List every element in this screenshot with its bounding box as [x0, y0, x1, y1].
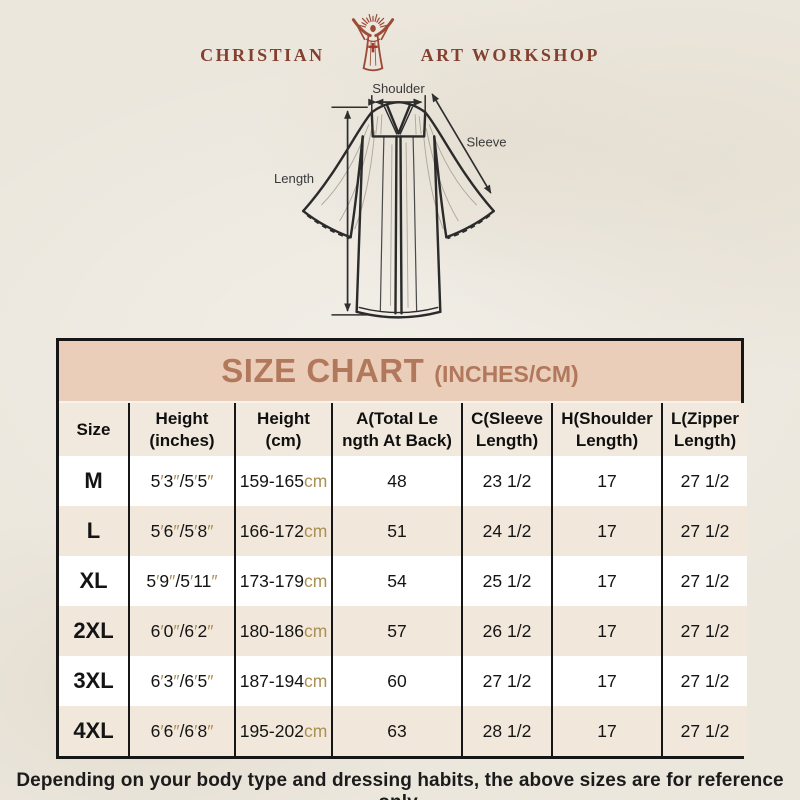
cell-shoulder-length: 17 [551, 606, 662, 656]
cell-size: L [59, 506, 129, 556]
table-row: L 5′6″/5′8″ 166-172cm 51 24 1/2 17 27 1/… [59, 506, 747, 556]
cell-zipper-length: 27 1/2 [661, 656, 747, 706]
brand-logo: CHRISTIAN [0, 0, 800, 78]
cell-shoulder-length: 17 [551, 506, 662, 556]
diagram-label-shoulder: Shoulder [372, 81, 425, 96]
footer-note: Depending on your body type and dressing… [16, 770, 784, 800]
cell-height-cm: 180-186cm [234, 606, 332, 656]
cell-back-length: 63 [331, 706, 462, 756]
cell-zipper-length: 27 1/2 [661, 506, 747, 556]
cell-size: 3XL [59, 656, 129, 706]
cell-height-cm: 159-165cm [234, 456, 332, 506]
cell-height-cm: 173-179cm [234, 556, 332, 606]
column-header-back-length: A(Total Le ngth At Back) [331, 403, 462, 456]
cell-height-inches: 5′6″/5′8″ [128, 506, 235, 556]
cell-back-length: 57 [331, 606, 462, 656]
size-chart-subtitle: (INCHES/CM) [434, 360, 579, 387]
diagram-label-sleeve: Sleeve [467, 135, 507, 150]
cell-shoulder-length: 17 [551, 656, 662, 706]
table-row: 3XL 6′3″/6′5″ 187-194cm 60 27 1/2 17 27 … [59, 656, 747, 706]
size-chart-header-band: SIZE CHART (INCHES/CM) [59, 341, 741, 403]
size-table: Size Height (inches) Height (cm) A(Total… [59, 403, 747, 756]
cell-sleeve-length: 23 1/2 [461, 456, 552, 506]
cell-sleeve-length: 24 1/2 [461, 506, 552, 556]
cell-height-cm: 187-194cm [234, 656, 332, 706]
cell-height-inches: 6′0″/6′2″ [128, 606, 235, 656]
cell-height-inches: 5′9″/5′11″ [128, 556, 235, 606]
cell-size: M [59, 456, 129, 506]
column-header-zipper: L(Zipper Length) [661, 403, 747, 456]
column-header-sleeve: C(Sleeve Length) [461, 403, 552, 456]
cell-zipper-length: 27 1/2 [661, 606, 747, 656]
cell-shoulder-length: 17 [551, 456, 662, 506]
column-header-height-in: Height (inches) [128, 403, 235, 456]
cell-sleeve-length: 26 1/2 [461, 606, 552, 656]
table-row: XL 5′9″/5′11″ 173-179cm 54 25 1/2 17 27 … [59, 556, 747, 606]
size-chart: SIZE CHART (INCHES/CM) Size Height (inch… [56, 338, 747, 759]
cell-back-length: 51 [331, 506, 462, 556]
jesus-rays-icon [351, 13, 394, 72]
cell-zipper-length: 27 1/2 [661, 456, 747, 506]
table-row: 2XL 6′0″/6′2″ 180-186cm 57 26 1/2 17 27 … [59, 606, 747, 656]
cell-back-length: 54 [331, 556, 462, 606]
logo-text-right: ART WORKSHOP [420, 45, 600, 65]
header-row: Size Height (inches) Height (cm) A(Total… [59, 403, 747, 456]
cell-size: 4XL [59, 706, 129, 756]
cell-height-inches: 6′6″/6′8″ [128, 706, 235, 756]
cell-sleeve-length: 27 1/2 [461, 656, 552, 706]
cell-size: 2XL [59, 606, 129, 656]
cell-height-inches: 5′3″/5′5″ [128, 456, 235, 506]
table-row: 4XL 6′6″/6′8″ 195-202cm 63 28 1/2 17 27 … [59, 706, 747, 756]
cell-back-length: 48 [331, 456, 462, 506]
robe-diagram: Shoulder Sleeve Length [0, 80, 800, 332]
table-row: M 5′3″/5′5″ 159-165cm 48 23 1/2 17 27 1/… [59, 456, 747, 506]
cell-shoulder-length: 17 [551, 706, 662, 756]
cell-zipper-length: 27 1/2 [661, 706, 747, 756]
diagram-label-length: Length [274, 171, 314, 186]
column-header-size: Size [59, 403, 129, 456]
cell-height-cm: 195-202cm [234, 706, 332, 756]
cell-shoulder-length: 17 [551, 556, 662, 606]
column-header-height-cm: Height (cm) [234, 403, 332, 456]
size-chart-title: SIZE CHART [221, 352, 425, 389]
cell-back-length: 60 [331, 656, 462, 706]
cell-height-cm: 166-172cm [234, 506, 332, 556]
cell-sleeve-length: 25 1/2 [461, 556, 552, 606]
logo-text-left: CHRISTIAN [200, 45, 325, 65]
cell-height-inches: 6′3″/6′5″ [128, 656, 235, 706]
cell-zipper-length: 27 1/2 [661, 556, 747, 606]
column-header-shoulder: H(Shoulder Length) [551, 403, 662, 456]
cell-size: XL [59, 556, 129, 606]
cell-sleeve-length: 28 1/2 [461, 706, 552, 756]
